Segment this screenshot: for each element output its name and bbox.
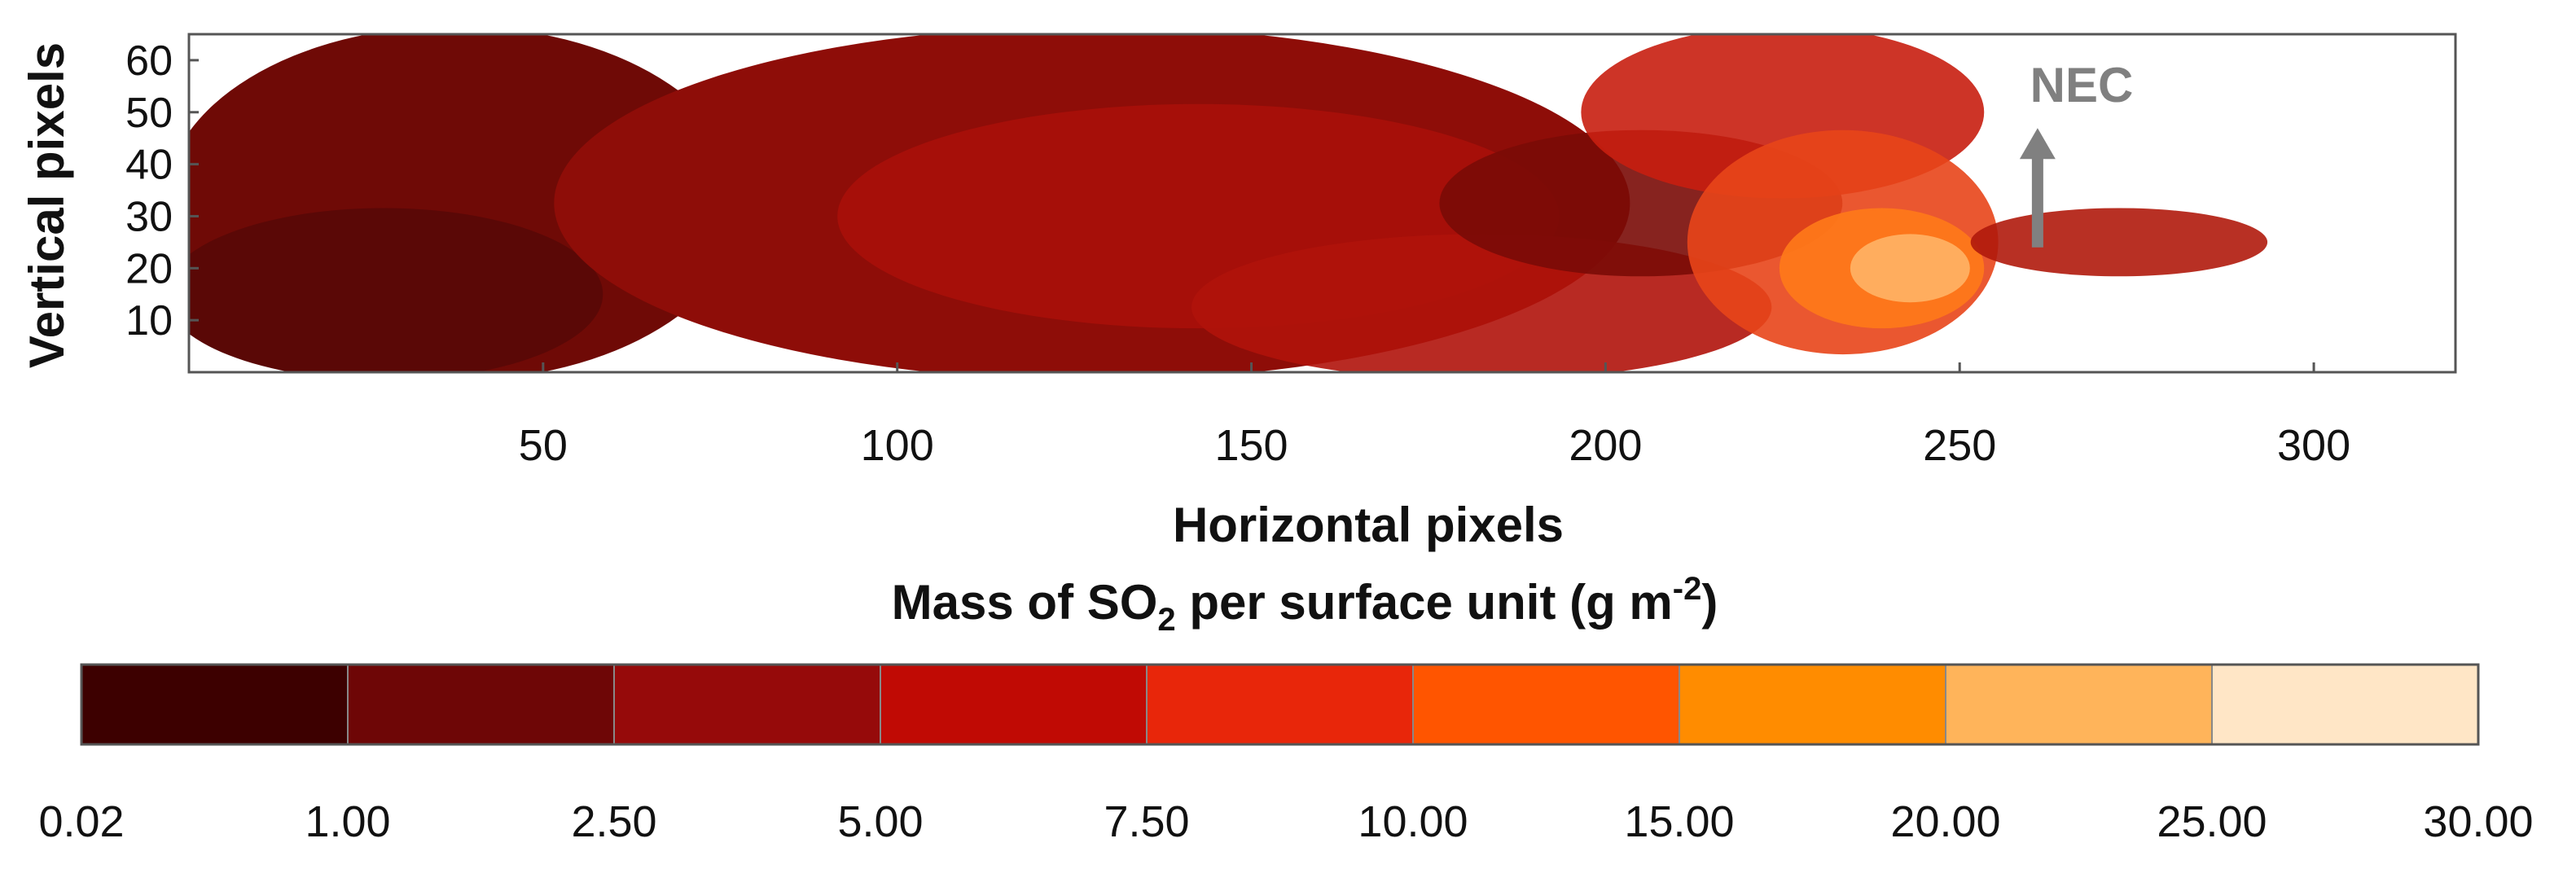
colorbar-title-close: ) <box>1701 575 1718 630</box>
colorbar-bin-1 <box>348 665 615 744</box>
y-axis-label: Vertical pixels <box>20 42 74 368</box>
x-tick-label-3: 200 <box>1569 421 1642 470</box>
colorbar-frame <box>80 663 2480 746</box>
colorbar-title-tail: per surface unit (g m <box>1176 575 1673 630</box>
x-tick-label-1: 100 <box>861 421 934 470</box>
colorbar-title-subscript: 2 <box>1157 602 1175 638</box>
y-tick-label-1: 20 <box>125 245 173 292</box>
heatmap-panel <box>189 34 2455 372</box>
colorbar-tick-label-6: 15.00 <box>1624 797 1734 846</box>
colorbar-bin-8 <box>2212 665 2479 744</box>
heatmap-regions <box>189 34 2268 372</box>
colorbar-bin-3 <box>880 665 1148 744</box>
nec-arrow-head <box>2019 128 2056 160</box>
x-tick-label-5: 300 <box>2277 421 2350 470</box>
colorbar-tick-label-8: 25.00 <box>2157 797 2267 846</box>
colorbar-tick-label-2: 2.50 <box>571 797 656 846</box>
y-tick-label-2: 30 <box>125 193 173 240</box>
colorbar-bin-4 <box>1147 665 1414 744</box>
plot-frame <box>187 33 2457 374</box>
colorbar-bin-6 <box>1679 665 1946 744</box>
heatmap-region-1 <box>189 208 603 372</box>
colorbar-bin-0 <box>81 665 349 744</box>
colorbar-bin-7 <box>1946 665 2213 744</box>
y-tick-label-5: 60 <box>125 37 173 85</box>
colorbar-tick-label-5: 10.00 <box>1358 797 1468 846</box>
colorbar-title-superscript: -2 <box>1673 571 1702 607</box>
colorbar-bin-5 <box>1413 665 1680 744</box>
x-tick-label-2: 150 <box>1214 421 1288 470</box>
colorbar: Mass of SO2 per surface unit (g m-2) 0.0… <box>38 571 2533 846</box>
colorbar-title: Mass of SO2 per surface unit (g m-2) <box>892 571 1718 638</box>
x-axis-label: Horizontal pixels <box>1173 498 1564 552</box>
colorbar-tick-label-3: 5.00 <box>837 797 923 846</box>
colorbar-title-main: Mass of SO <box>892 575 1158 630</box>
heatmap-region-9 <box>1850 234 1970 303</box>
colorbar-tick-label-7: 20.00 <box>1890 797 2000 846</box>
nec-annotation-label: NEC <box>2030 58 2134 112</box>
colorbar-bin-2 <box>614 665 881 744</box>
y-tick-label-0: 10 <box>125 297 173 345</box>
y-tick-label-4: 50 <box>125 90 173 137</box>
colorbar-tick-label-9: 30.00 <box>2423 797 2533 846</box>
x-tick-label-4: 250 <box>1923 421 1996 470</box>
y-tick-label-3: 40 <box>125 142 173 189</box>
heatmap-region-10 <box>1970 208 2268 277</box>
x-tick-label-0: 50 <box>519 421 568 470</box>
colorbar-tick-label-1: 1.00 <box>305 797 390 846</box>
colorbar-tick-label-0: 0.02 <box>38 797 124 846</box>
heatmap-labels: Horizontal pixels Vertical pixels NEC <box>20 42 2133 552</box>
colorbar-tick-label-4: 7.50 <box>1104 797 1189 846</box>
